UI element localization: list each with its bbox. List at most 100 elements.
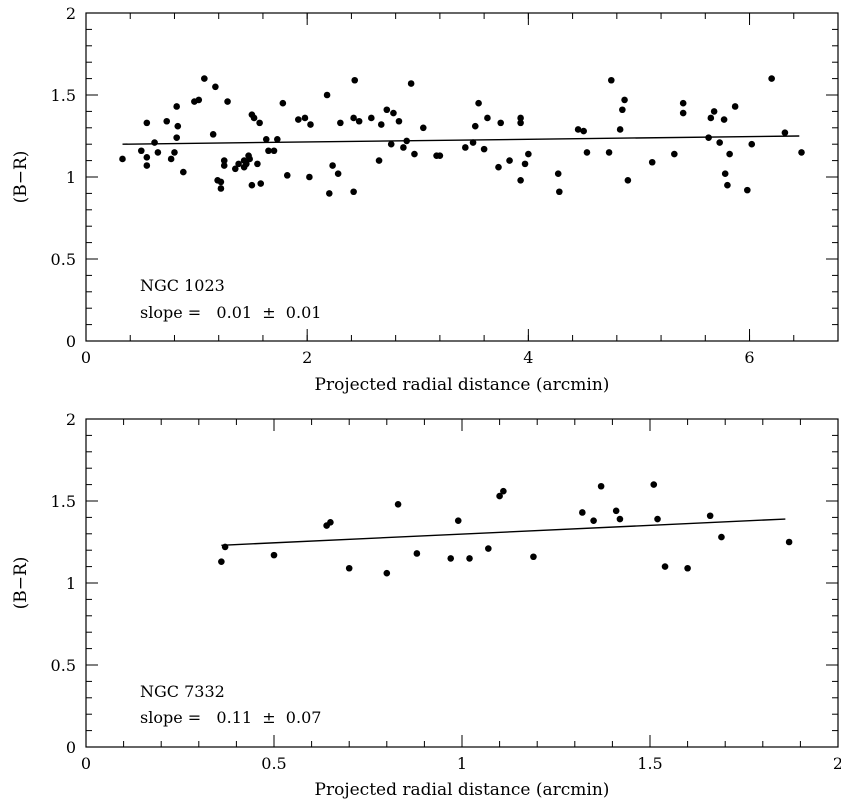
- data-point: [517, 119, 524, 127]
- data-point: [119, 155, 126, 163]
- fit-line: [122, 135, 800, 145]
- data-point: [517, 176, 524, 184]
- x-tick-label: 6: [744, 348, 754, 367]
- data-point: [624, 176, 632, 184]
- galaxy-name-label: NGC 1023: [140, 276, 225, 295]
- y-tick-label: 1: [66, 168, 76, 187]
- data-point: [466, 555, 473, 562]
- data-point: [517, 114, 524, 122]
- data-point: [383, 569, 391, 577]
- data-point: [350, 114, 357, 122]
- y-tick-labels: 0 0.5 1 1.5 2: [51, 410, 76, 757]
- data-point: [726, 150, 733, 158]
- data-point: [480, 145, 488, 153]
- x-tick-label: 1: [457, 754, 467, 773]
- data-point: [279, 99, 287, 107]
- y-tick-label: 1: [66, 574, 76, 593]
- y-tick-label: 2: [66, 4, 76, 23]
- data-point: [521, 160, 529, 168]
- x-tick-label: 1.5: [637, 754, 662, 773]
- data-point: [721, 170, 729, 178]
- data-point: [217, 178, 225, 186]
- fit-line: [221, 518, 786, 546]
- data-point: [201, 75, 208, 82]
- y-tick-label: 0: [66, 738, 76, 757]
- data-point: [607, 76, 615, 84]
- fit-line-group: [122, 135, 800, 145]
- data-point: [616, 515, 624, 523]
- data-point: [496, 492, 503, 500]
- data-point: [768, 75, 775, 82]
- tick-marks: [85, 418, 839, 748]
- data-point: [718, 533, 725, 541]
- data-point: [724, 181, 731, 189]
- data-point: [462, 144, 469, 151]
- slope-label: slope = 0.11 ± 0.07: [140, 708, 321, 727]
- data-point: [661, 563, 669, 570]
- x-tick-label: 0.5: [261, 754, 286, 773]
- data-point: [270, 147, 278, 155]
- x-tick-label: 2: [302, 348, 312, 367]
- x-axis-label: Projected radial distance (arcmin): [315, 375, 610, 395]
- data-point: [710, 108, 718, 115]
- data-point: [400, 144, 407, 151]
- x-tick-label: 0: [81, 348, 91, 367]
- data-point: [556, 188, 563, 196]
- data-point: [394, 500, 402, 508]
- y-tick-label: 0.5: [51, 656, 76, 675]
- data-point: [334, 170, 342, 178]
- data-point: [619, 106, 626, 114]
- data-point: [143, 154, 151, 161]
- y-tick-label: 0: [66, 332, 76, 351]
- data-point: [224, 98, 231, 105]
- data-point: [579, 509, 586, 516]
- data-point: [484, 114, 491, 122]
- data-point: [323, 91, 331, 99]
- data-point: [390, 109, 397, 117]
- data-point: [413, 550, 421, 557]
- y-axis-label: (B−R): [11, 557, 31, 610]
- data-point: [163, 117, 171, 125]
- fit-line-group: [221, 518, 786, 546]
- data-point: [436, 152, 444, 159]
- data-point: [485, 545, 492, 552]
- data-point: [137, 147, 145, 155]
- data-point: [419, 124, 427, 132]
- data-point: [262, 135, 270, 143]
- data-point: [151, 139, 158, 146]
- tick-marks: [85, 12, 839, 342]
- data-point: [454, 517, 462, 524]
- data-point: [469, 139, 477, 146]
- data-point: [375, 157, 383, 164]
- data-point: [506, 157, 513, 164]
- data-point: [283, 172, 291, 179]
- y-tick-labels: 0 0.5 1 1.5 2: [51, 4, 76, 351]
- data-point: [231, 165, 239, 173]
- data-point: [720, 116, 728, 123]
- data-point: [530, 553, 537, 561]
- data-point: [345, 564, 353, 572]
- data-point: [257, 180, 265, 187]
- data-point: [256, 119, 263, 127]
- data-points: [218, 481, 793, 577]
- data-point: [471, 122, 479, 130]
- data-point: [195, 96, 203, 104]
- data-point: [525, 150, 532, 158]
- data-point: [220, 162, 228, 169]
- data-point: [250, 114, 258, 122]
- data-points: [119, 75, 805, 197]
- panel-ngc-1023: 0 2 4 6 0 0.5 1 1.5 2 Projected radial distance…: [11, 4, 839, 395]
- data-point: [583, 149, 591, 156]
- data-point: [707, 114, 715, 122]
- y-tick-label: 2: [66, 410, 76, 429]
- data-point: [387, 140, 395, 148]
- data-point: [154, 149, 162, 156]
- data-point: [590, 517, 597, 524]
- data-point: [648, 158, 656, 166]
- data-point: [265, 147, 272, 155]
- data-point: [650, 481, 658, 488]
- data-point: [248, 181, 256, 189]
- data-point: [254, 160, 261, 168]
- x-axis-label: Projected radial distance (arcmin): [315, 780, 610, 800]
- data-point: [295, 116, 302, 123]
